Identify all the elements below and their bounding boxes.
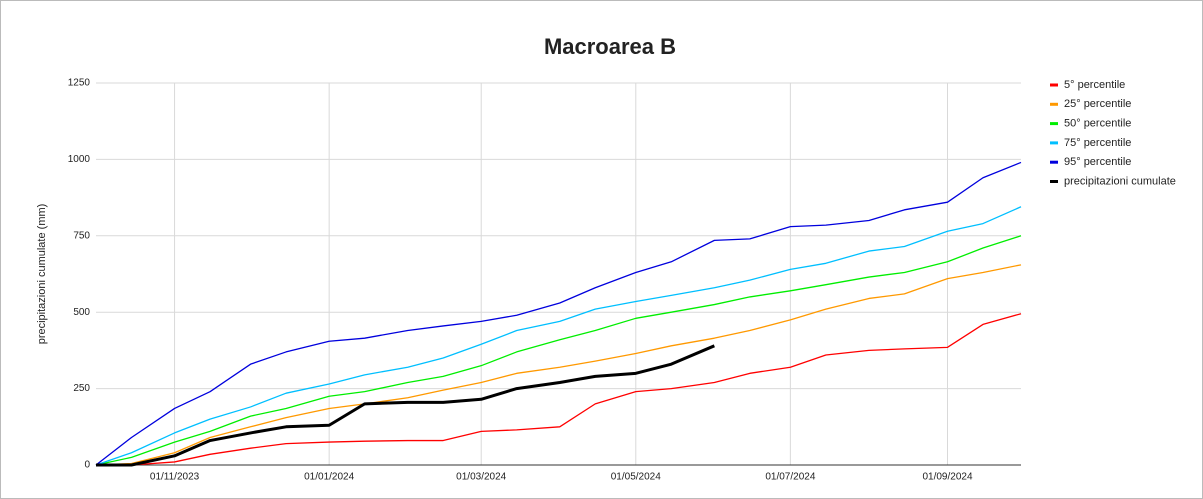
legend-label: 5° percentile	[1064, 79, 1125, 91]
y-tick-label: 500	[73, 307, 90, 318]
y-tick-label: 1000	[68, 154, 91, 165]
x-tick-label: 01/09/2024	[922, 472, 972, 483]
series-line	[96, 344, 715, 467]
series-line	[96, 313, 1022, 466]
legend-label: 95° percentile	[1064, 156, 1131, 168]
legend-label: 25° percentile	[1064, 98, 1131, 110]
series-line	[95, 264, 1022, 466]
x-tick-label: 01/05/2024	[611, 472, 661, 483]
y-tick-label: 750	[73, 230, 90, 241]
legend-label: 50° percentile	[1064, 118, 1131, 130]
series-line	[95, 206, 1022, 466]
legend-label: precipitazioni cumulate	[1064, 175, 1176, 187]
x-tick-label: 01/03/2024	[456, 472, 506, 483]
legend-label: 75° percentile	[1064, 137, 1131, 149]
y-tick-label: 1250	[68, 78, 91, 89]
series-line	[95, 235, 1022, 466]
chart-title: Macroarea B	[544, 34, 676, 59]
y-axis-label: precipitazioni cumulate (mm)	[36, 204, 48, 345]
x-tick-label: 01/11/2023	[150, 472, 200, 483]
x-tick-label: 01/07/2024	[765, 472, 815, 483]
y-tick-label: 0	[84, 460, 90, 471]
series-line	[95, 161, 1022, 466]
y-tick-label: 250	[73, 383, 90, 394]
x-tick-label: 01/01/2024	[304, 472, 354, 483]
